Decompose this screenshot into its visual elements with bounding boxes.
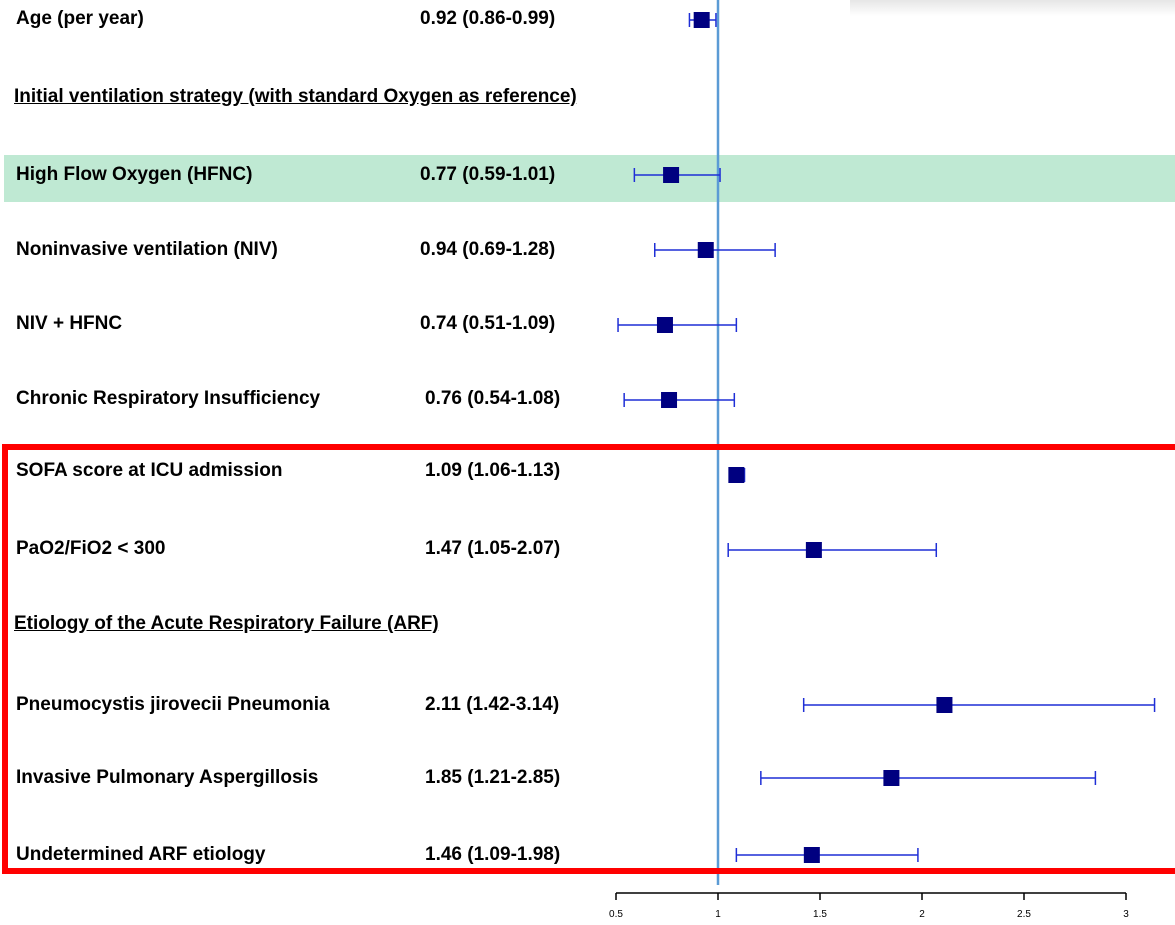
row-value-sofa: 1.09 (1.06-1.13) <box>425 460 561 481</box>
row-value-chronic-resp: 0.76 (0.54-1.08) <box>425 388 561 409</box>
highlight-band-hfnc <box>4 155 1175 202</box>
highlight-frame <box>2 444 1175 874</box>
row-label-sofa: SOFA score at ICU admission <box>16 460 283 481</box>
section-header-ventilation: Initial ventilation strategy (with stand… <box>14 86 577 107</box>
row-value-pao2: 1.47 (1.05-2.07) <box>425 538 561 559</box>
row-label-chronic-resp: Chronic Respiratory Insufficiency <box>16 388 321 409</box>
row-value-niv: 0.94 (0.69-1.28) <box>420 239 556 260</box>
point-estimate-7 <box>936 697 953 713</box>
row-label-age: Age (per year) <box>16 8 144 29</box>
point-estimate-8 <box>883 770 900 786</box>
x-tick-label-5: 3 <box>1123 909 1129 920</box>
row-label-niv-hfnc: NIV + HFNC <box>16 313 123 334</box>
section-header-etiology: Etiology of the Acute Respiratory Failur… <box>14 613 439 634</box>
point-estimate-1 <box>663 167 680 183</box>
row-label-undetermined: Undetermined ARF etiology <box>16 844 266 865</box>
x-tick-label-0: 0.5 <box>609 909 623 920</box>
row-label-hfnc: High Flow Oxygen (HFNC) <box>16 164 253 185</box>
row-value-undetermined: 1.46 (1.09-1.98) <box>425 844 561 865</box>
point-estimate-0 <box>693 12 710 28</box>
point-estimate-9 <box>803 847 820 863</box>
row-label-aspergillosis: Invasive Pulmonary Aspergillosis <box>16 767 319 788</box>
x-tick-label-4: 2.5 <box>1017 909 1031 920</box>
row-value-hfnc: 0.77 (0.59-1.01) <box>420 164 556 185</box>
point-estimate-2 <box>697 242 714 258</box>
row-label-pao2: PaO2/FiO2 < 300 <box>16 538 166 559</box>
row-value-pneumocystis: 2.11 (1.42-3.14) <box>425 694 560 715</box>
x-tick-label-3: 2 <box>919 909 925 920</box>
row-label-niv: Noninvasive ventilation (NIV) <box>16 239 278 260</box>
row-value-niv-hfnc: 0.74 (0.51-1.09) <box>420 313 556 334</box>
x-tick-label-2: 1.5 <box>813 909 827 920</box>
row-value-age: 0.92 (0.86-0.99) <box>420 8 556 29</box>
row-value-aspergillosis: 1.85 (1.21-2.85) <box>425 767 561 788</box>
point-estimate-6 <box>805 542 822 558</box>
point-estimate-5 <box>728 467 745 483</box>
top-shadow <box>850 0 1175 16</box>
x-tick-label-1: 1 <box>715 909 721 920</box>
point-estimate-3 <box>656 317 673 333</box>
point-estimate-4 <box>661 392 678 408</box>
row-label-pneumocystis: Pneumocystis jirovecii Pneumonia <box>16 694 330 715</box>
